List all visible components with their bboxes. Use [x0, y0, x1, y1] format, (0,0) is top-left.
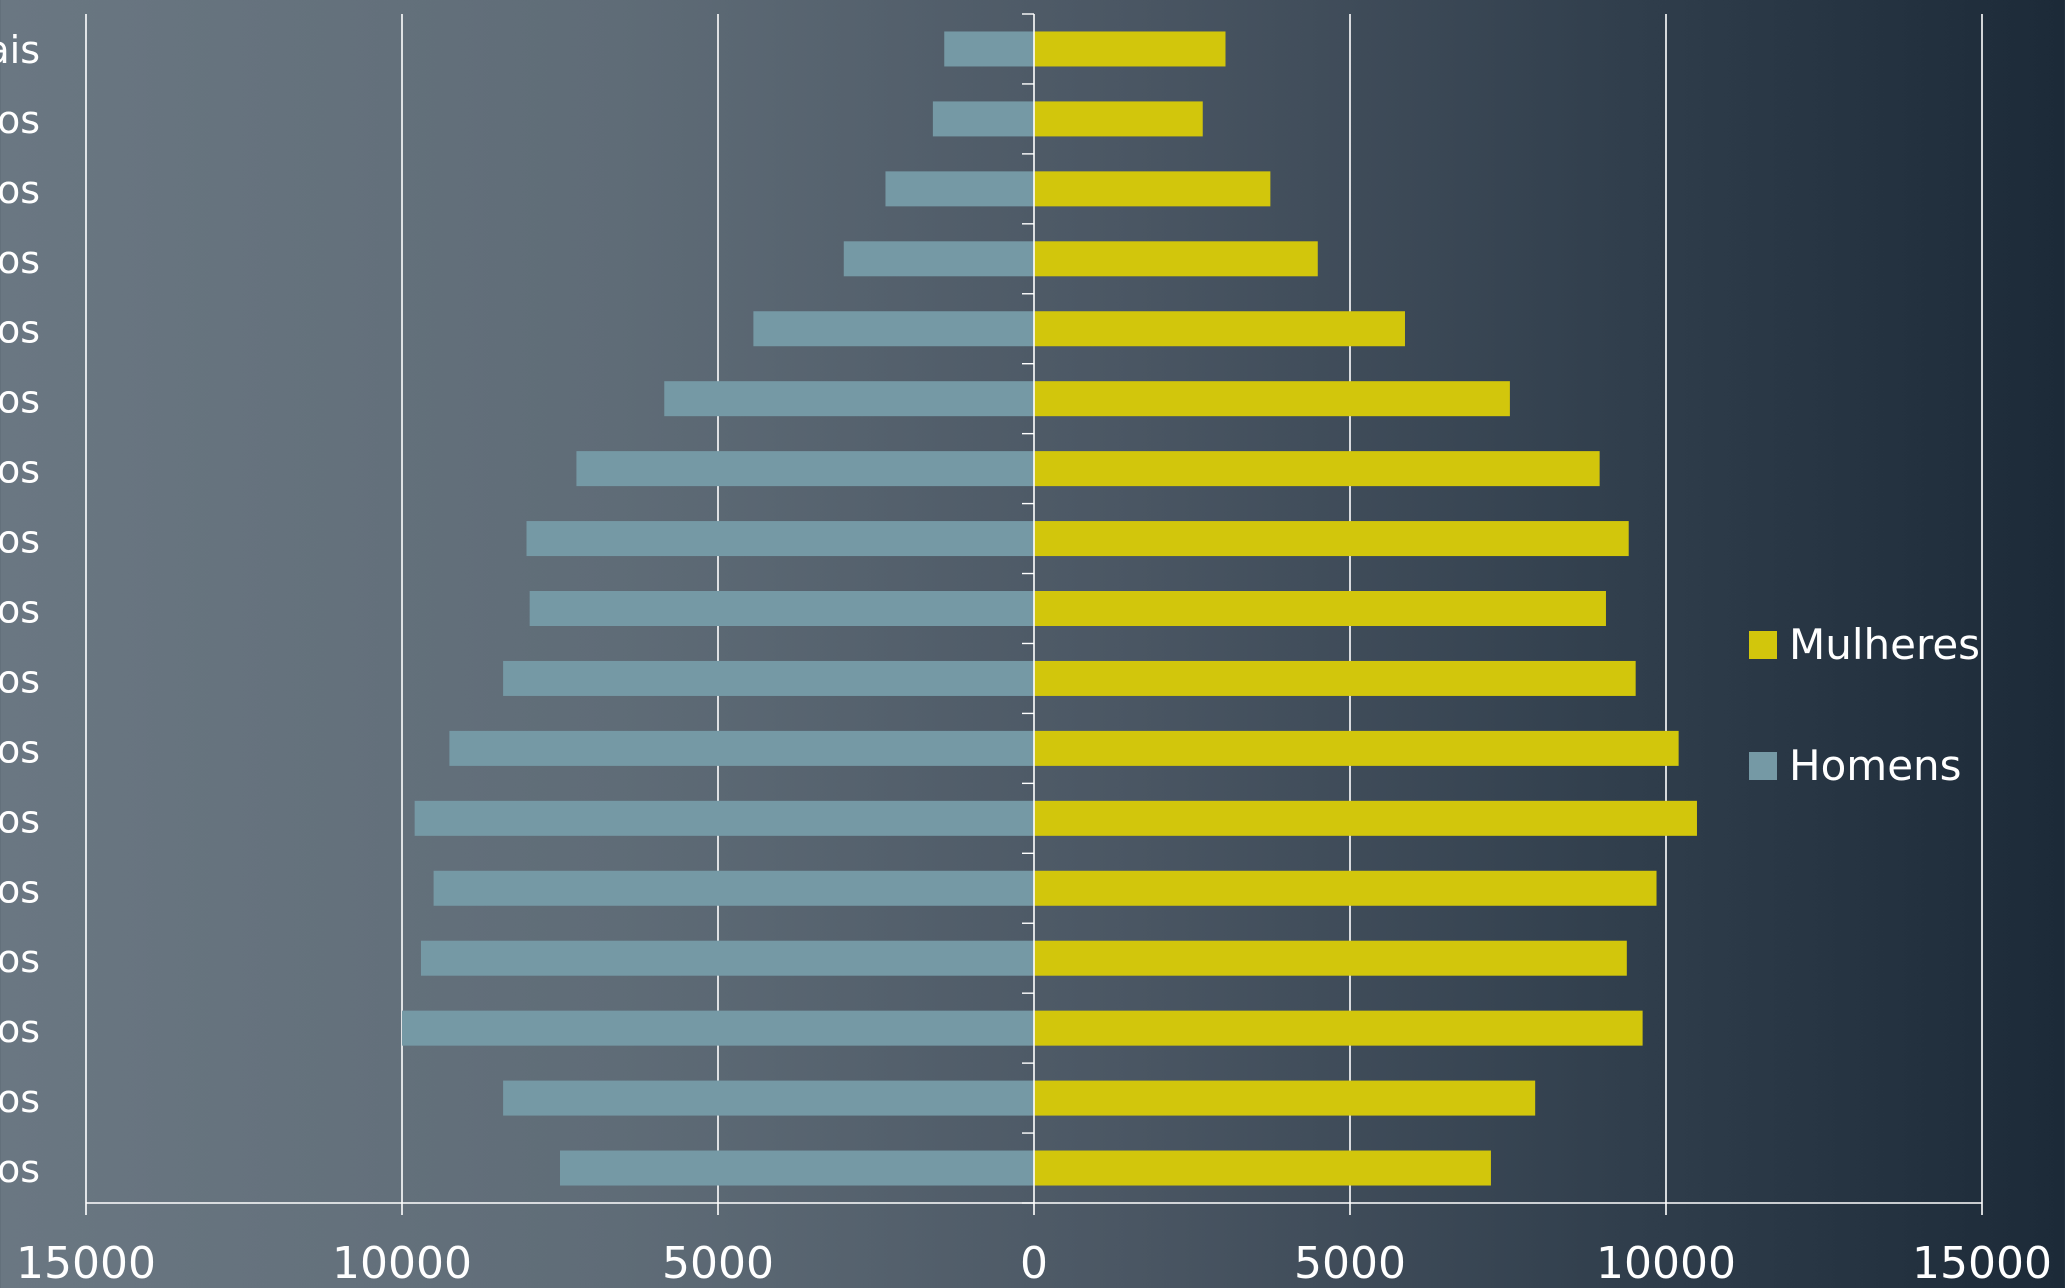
bar-mulheres — [1034, 381, 1510, 417]
bar-homens — [526, 521, 1034, 557]
bar-mulheres — [1034, 451, 1600, 487]
category-label: os — [0, 588, 40, 632]
bar-homens — [560, 1150, 1034, 1186]
category-label: os — [0, 1007, 40, 1051]
bar-homens — [414, 800, 1034, 836]
category-label: os — [0, 1147, 40, 1191]
x-tick-label: 10000 — [1596, 1238, 1736, 1284]
bar-homens — [885, 171, 1034, 207]
category-label: os — [0, 98, 40, 142]
bar-mulheres — [1034, 1080, 1536, 1116]
bar-mulheres — [1034, 31, 1226, 67]
category-label: os — [0, 937, 40, 981]
category-label: os — [0, 308, 40, 352]
bar-mulheres — [1034, 591, 1606, 626]
x-tick-label: 10000 — [332, 1238, 472, 1284]
bar-homens — [576, 451, 1034, 487]
x-tick-label: 5000 — [662, 1238, 774, 1284]
bar-homens — [664, 381, 1034, 417]
bar-mulheres — [1034, 870, 1657, 906]
bar-mulheres — [1034, 171, 1271, 207]
category-label: os — [0, 797, 40, 841]
x-tick-label: 15000 — [16, 1238, 156, 1284]
category-label: os — [0, 238, 40, 282]
bar-mulheres — [1034, 940, 1627, 976]
bar-homens — [529, 591, 1034, 626]
legend-label-homens: Homens — [1789, 741, 1962, 790]
bar-mulheres — [1034, 311, 1405, 347]
bar-homens — [753, 311, 1034, 347]
category-label: os — [0, 448, 40, 492]
bar-homens — [843, 241, 1034, 277]
bar-mulheres — [1034, 101, 1203, 137]
category-label: os — [0, 518, 40, 562]
legend-label-mulheres: Mulheres — [1789, 620, 1980, 669]
bar-homens — [932, 101, 1034, 137]
bar-mulheres — [1034, 241, 1318, 277]
category-label: os — [0, 867, 40, 911]
bar-mulheres — [1034, 521, 1629, 557]
bar-mulheres — [1034, 660, 1636, 696]
x-tick-label: 0 — [1020, 1238, 1048, 1284]
bar-mulheres — [1034, 730, 1679, 766]
category-label: os — [0, 168, 40, 212]
bar-mulheres — [1034, 1150, 1491, 1186]
legend-swatch-mulheres — [1749, 631, 1777, 659]
category-label: os — [0, 378, 40, 422]
x-tick-label: 15000 — [1912, 1238, 2052, 1284]
legend-swatch-homens — [1749, 752, 1777, 780]
bar-homens — [503, 660, 1034, 696]
bar-homens — [402, 1010, 1034, 1046]
bar-homens — [420, 940, 1035, 976]
category-label: os — [0, 727, 40, 771]
category-label: ais — [0, 28, 40, 72]
category-label: os — [0, 1077, 40, 1121]
bar-homens — [503, 1080, 1034, 1116]
bar-mulheres — [1034, 800, 1697, 836]
x-tick-label: 5000 — [1294, 1238, 1406, 1284]
category-label: os — [0, 657, 40, 701]
bar-mulheres — [1034, 1010, 1643, 1046]
bar-homens — [944, 31, 1034, 67]
bar-homens — [449, 730, 1034, 766]
bar-homens — [433, 870, 1035, 906]
